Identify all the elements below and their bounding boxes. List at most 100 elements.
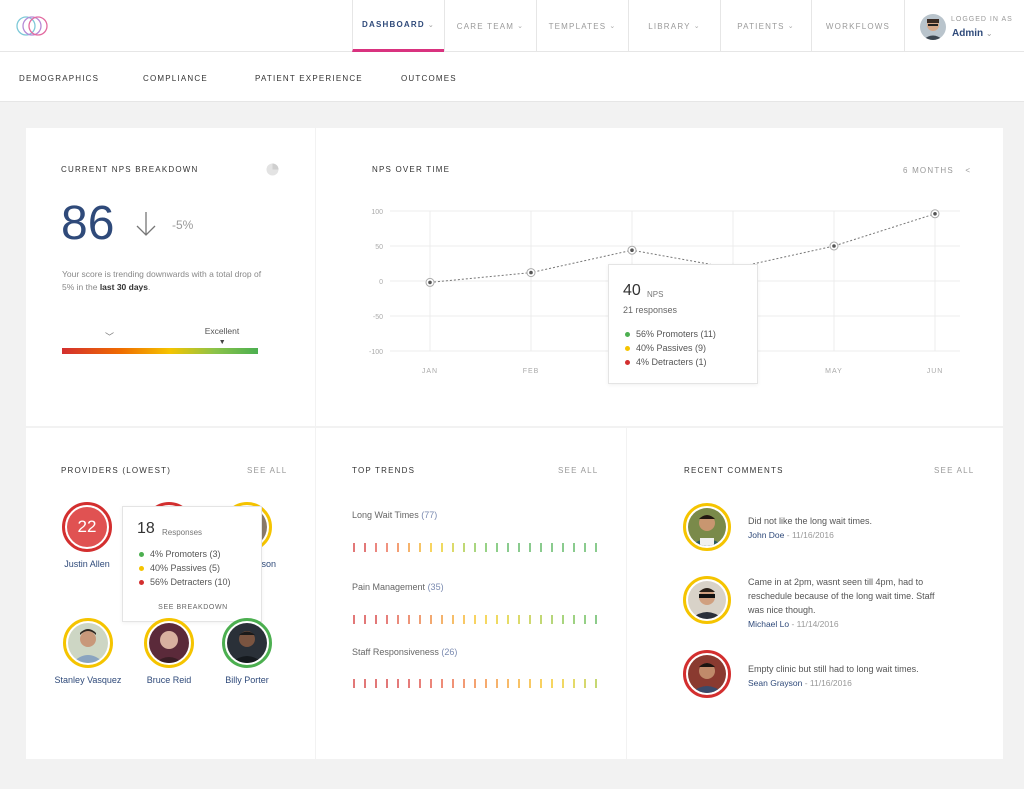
nav-care-team-label: CARE TEAM bbox=[456, 21, 515, 31]
data-point-center bbox=[933, 212, 937, 216]
chart-tooltip: 40 NPS 21 responses 56% Promoters (11) 4… bbox=[608, 264, 758, 384]
provider-tooltip-row: 56% Detracters (10) bbox=[139, 577, 231, 587]
comment-avatar[interactable] bbox=[683, 576, 731, 624]
avatar bbox=[920, 14, 946, 40]
comment-text: Did not like the long wait times. bbox=[748, 516, 873, 526]
y-tick-label: 100 bbox=[371, 209, 383, 216]
y-tick-label: 0 bbox=[379, 279, 383, 286]
comments-title: RECENT COMMENTS bbox=[684, 466, 784, 475]
provider-bruce-reid[interactable]: Bruce Reid bbox=[140, 618, 198, 685]
trend-item-label[interactable]: Long Wait Times (77) bbox=[352, 510, 437, 520]
comment-meta: John Doe - 11/16/2016 bbox=[748, 530, 834, 540]
gauge-marker-icon: ▼ bbox=[218, 339, 226, 346]
trend-label-text: Pain Management bbox=[352, 582, 426, 592]
chevron-down-icon: ⌄ bbox=[427, 21, 435, 29]
y-tick-label: 50 bbox=[375, 244, 383, 251]
trend-bar bbox=[353, 543, 597, 552]
comment-avatar[interactable] bbox=[683, 503, 731, 551]
nav-care-team[interactable]: CARE TEAM ⌄ bbox=[444, 0, 536, 52]
comment-avatar[interactable] bbox=[683, 650, 731, 698]
share-icon: < bbox=[965, 166, 972, 175]
nps-over-time-title: NPS OVER TIME bbox=[372, 165, 451, 174]
provider-stanley-vasquez[interactable]: Stanley Vasquez bbox=[53, 618, 123, 685]
tooltip-row-passives: 40% Passives (9) bbox=[625, 343, 706, 353]
chevron-down-icon: ⌄ bbox=[985, 29, 993, 38]
provider-name: Stanley Vasquez bbox=[54, 675, 122, 685]
red-dot-icon bbox=[139, 579, 144, 585]
yellow-dot-icon bbox=[139, 565, 144, 571]
subnav-compliance[interactable]: COMPLIANCE bbox=[143, 74, 208, 83]
x-tick-label: MAY bbox=[825, 368, 843, 375]
range-select[interactable]: 6 MONTHS < bbox=[903, 166, 971, 175]
comment-date: - 11/16/2016 bbox=[784, 530, 834, 540]
subnav-outcomes[interactable]: OUTCOMES bbox=[401, 74, 457, 83]
tooltip-row-detracters: 4% Detracters (1) bbox=[625, 357, 707, 367]
top-navbar: DASHBOARD ⌄ CARE TEAM ⌄ TEMPLATES ⌄ LIBRARY… bbox=[0, 0, 1024, 52]
tooltip-value: 40 bbox=[623, 282, 641, 299]
nav-patients[interactable]: PATIENTS ⌄ bbox=[720, 0, 811, 52]
data-point-center bbox=[832, 244, 836, 248]
y-tick-label: -100 bbox=[369, 349, 383, 356]
comment-text: Came in at 2pm, wasnt seen till 4pm, had… bbox=[748, 577, 935, 615]
y-tick-label: -50 bbox=[373, 314, 383, 321]
trend-count: (35) bbox=[427, 582, 444, 592]
nav-dashboard[interactable]: DASHBOARD ⌄ bbox=[352, 0, 444, 52]
chevron-down-icon: ⌄ bbox=[609, 23, 617, 30]
x-tick-label: FEB bbox=[523, 368, 540, 375]
nps-desc-bold: last 30 days bbox=[99, 282, 149, 292]
comment-author[interactable]: John Doe bbox=[748, 530, 785, 540]
user-name[interactable]: Admin ⌄ bbox=[952, 28, 993, 39]
user-menu[interactable]: LOGGED IN AS Admin ⌄ bbox=[904, 0, 1024, 52]
comment-author[interactable]: Sean Grayson bbox=[748, 678, 803, 688]
chevron-down-icon: ⌄ bbox=[693, 23, 701, 30]
nps-desc-text: Your score is trending downwards with a … bbox=[62, 269, 262, 292]
subnav-patient-experience[interactable]: PATIENT EXPERIENCE bbox=[255, 74, 363, 83]
comment-text: Empty clinic but still had to long wait … bbox=[748, 664, 919, 674]
provider-name: Billy Porter bbox=[225, 675, 269, 685]
trends-card bbox=[316, 428, 626, 759]
comment-meta: Michael Lo - 11/14/2016 bbox=[748, 619, 839, 629]
provider-name: son bbox=[261, 559, 276, 569]
avatar bbox=[149, 623, 189, 663]
nav-library[interactable]: LIBRARY ⌄ bbox=[628, 0, 720, 52]
see-breakdown-link[interactable]: SEE BREAKDOWN bbox=[158, 604, 228, 611]
avatar bbox=[688, 581, 726, 619]
provider-ring bbox=[222, 618, 272, 668]
green-dot-icon bbox=[139, 551, 144, 557]
comment-date: - 11/16/2016 bbox=[802, 678, 852, 688]
trends-see-all-link[interactable]: SEE ALL bbox=[558, 466, 599, 475]
comment-author[interactable]: Michael Lo bbox=[748, 619, 790, 629]
comments-see-all-link[interactable]: SEE ALL bbox=[934, 466, 975, 475]
provider-ring bbox=[63, 618, 113, 668]
data-point-center bbox=[529, 270, 533, 275]
nps-description: Your score is trending downwards with a … bbox=[62, 268, 272, 294]
trends-title: TOP TRENDS bbox=[352, 466, 416, 475]
provider-score: 22 bbox=[67, 507, 107, 547]
chevron-down-icon: ⌄ bbox=[517, 23, 525, 30]
nav-templates-label: TEMPLATES bbox=[548, 21, 607, 31]
tooltip-row-text: 40% Passives (9) bbox=[636, 343, 707, 353]
provider-ring: 22 bbox=[62, 502, 112, 552]
nav-templates[interactable]: TEMPLATES ⌄ bbox=[536, 0, 628, 52]
provider-tooltip-row-text: 4% Promoters (3) bbox=[150, 549, 221, 559]
avatar bbox=[688, 508, 726, 546]
tooltip-row-text: 4% Detracters (1) bbox=[636, 357, 707, 367]
provider-justin-allen[interactable]: 22 Justin Allen bbox=[58, 502, 116, 569]
gauge-label: Excellent bbox=[204, 326, 240, 336]
trend-bar bbox=[353, 615, 597, 624]
brand-logo[interactable] bbox=[14, 12, 50, 40]
green-dot-icon bbox=[625, 331, 630, 337]
trend-label-text: Long Wait Times bbox=[352, 510, 419, 520]
provider-name: Justin Allen bbox=[64, 559, 110, 569]
trend-bar bbox=[353, 679, 597, 688]
provider-billy-porter[interactable]: Billy Porter bbox=[218, 618, 276, 685]
nps-breakdown-title: CURRENT NPS BREAKDOWN bbox=[61, 165, 199, 174]
trend-item-label[interactable]: Pain Management (35) bbox=[352, 582, 444, 592]
nps-gauge-bar bbox=[62, 348, 258, 354]
nav-workflows[interactable]: WORKFLOWS bbox=[811, 0, 904, 52]
pie-chart-icon[interactable] bbox=[266, 163, 279, 176]
providers-see-all-link[interactable]: SEE ALL bbox=[247, 466, 288, 475]
trend-item-label[interactable]: Staff Responsiveness (26) bbox=[352, 647, 457, 657]
subnav-demographics[interactable]: DEMOGRAPHICS bbox=[19, 74, 100, 83]
tooltip-row-text: 56% Promoters (11) bbox=[636, 329, 716, 339]
